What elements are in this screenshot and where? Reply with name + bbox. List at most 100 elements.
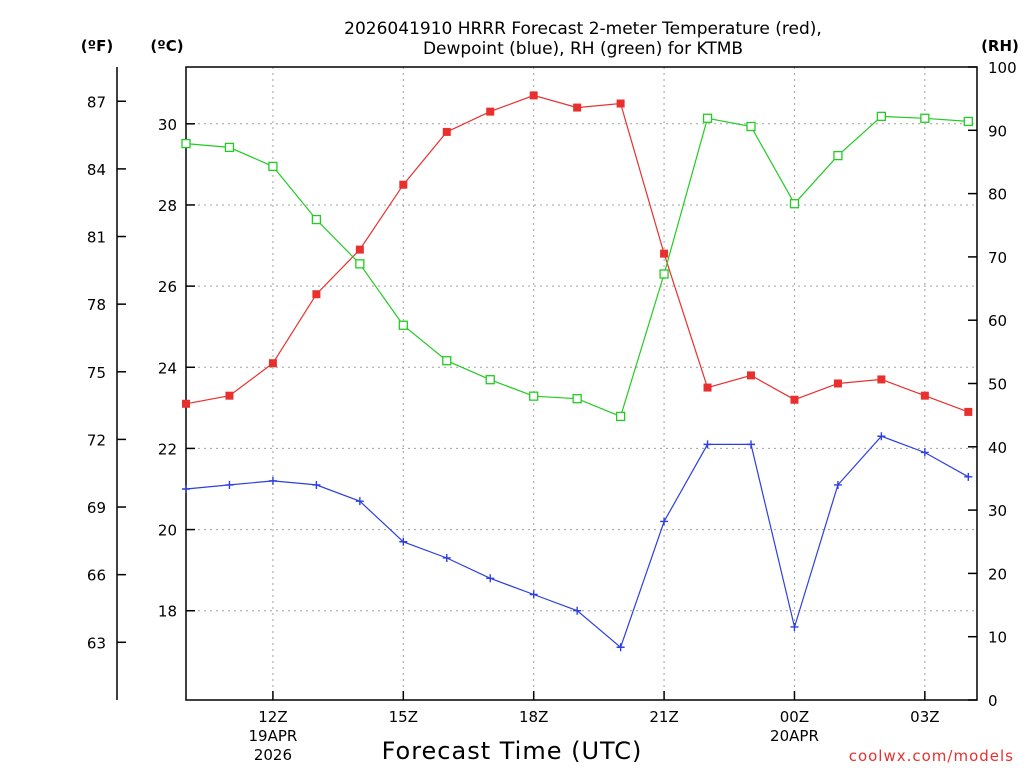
rh-point — [224, 142, 235, 153]
dewpoint-point — [747, 440, 755, 449]
temperature-line — [185, 94, 969, 413]
celsius-tick-label: 22 — [158, 440, 177, 458]
temperature-point — [225, 391, 234, 400]
x-tick-date-label: 20APR — [770, 727, 819, 745]
rh-tick-label: 20 — [988, 565, 1007, 583]
celsius-tick-label: 30 — [158, 116, 177, 134]
temperature-point — [660, 249, 669, 258]
temperature-point — [833, 379, 842, 388]
rh-tick-label: 30 — [988, 502, 1007, 520]
rh-point — [311, 214, 322, 225]
temperature-point — [920, 391, 929, 400]
rh-tick-label: 100 — [988, 59, 1017, 77]
celsius-tick-label: 24 — [158, 359, 177, 377]
x-tick-label: 18Z — [519, 708, 548, 726]
dewpoint-point — [660, 517, 669, 526]
dewpoint-point — [225, 480, 234, 489]
fahrenheit-tick-label: 81 — [87, 229, 106, 247]
temperature-point — [747, 371, 755, 380]
dewpoint-line — [185, 435, 969, 649]
rh-point — [268, 161, 278, 172]
rh-point — [398, 320, 408, 330]
rh-tick-label: 80 — [988, 186, 1007, 204]
rh-point — [355, 259, 365, 269]
fahrenheit-tick-label: 84 — [87, 161, 106, 179]
rh-unit-label: (RH) — [981, 37, 1019, 55]
chart-title-line-2: Dewpoint (blue), RH (green) for KTMB — [423, 39, 743, 59]
temperature-point — [182, 399, 190, 408]
celsius-tick-label: 28 — [158, 197, 177, 215]
rh-point — [963, 116, 973, 127]
fahrenheit-tick-label: 66 — [87, 567, 106, 585]
data-series — [181, 91, 973, 652]
rh-point — [529, 391, 539, 401]
dewpoint-point — [616, 643, 625, 652]
temperature-point — [399, 180, 408, 189]
dewpoint-point — [573, 606, 582, 615]
rh-tick-label: 0 — [988, 692, 998, 710]
temperature-point — [790, 395, 799, 404]
temperature-point — [703, 383, 712, 392]
temperature-point — [616, 99, 625, 108]
dewpoint-point — [529, 590, 538, 599]
rh-point — [876, 111, 887, 122]
axes: 18 20 22 24 26 28 30 63 66 69 72 75 78 81 84 87 0 10 20 30 4… — [87, 59, 1017, 764]
rh-point — [485, 375, 495, 385]
temperature-point — [355, 245, 364, 254]
dewpoint-point — [964, 472, 973, 481]
rh-tick-label: 40 — [988, 439, 1007, 457]
x-tick-year-label: 2026 — [254, 746, 292, 764]
dewpoint-point — [920, 448, 929, 457]
rh-point — [659, 269, 669, 279]
rh-tick-label: 70 — [988, 249, 1007, 267]
dewpoint-point — [268, 476, 277, 485]
grid-lines — [186, 67, 977, 700]
temperature-point — [312, 290, 321, 299]
rh-tick-label: 60 — [988, 312, 1007, 330]
fahrenheit-tick-label: 69 — [87, 499, 106, 517]
celsius-tick-label: 26 — [158, 278, 177, 296]
temperature-point — [573, 103, 582, 112]
fahrenheit-tick-label: 63 — [87, 634, 106, 652]
rh-point — [920, 113, 930, 123]
rh-point — [615, 411, 626, 422]
dewpoint-point — [182, 485, 190, 493]
dewpoint-point — [399, 537, 408, 546]
celsius-tick-label: 18 — [158, 603, 177, 621]
temperature-point — [268, 359, 277, 368]
fahrenheit-unit-label: (ºF) — [81, 37, 113, 55]
x-tick-label: 12Z — [258, 708, 287, 726]
rh-point — [789, 199, 800, 209]
temperature-point — [877, 375, 886, 384]
temperature-point — [486, 107, 495, 116]
rh-line — [185, 115, 969, 418]
chart-title-line-1: 2026041910 HRRR Forecast 2-meter Tempera… — [344, 19, 822, 39]
rh-point — [833, 150, 843, 161]
rh-tick-label: 50 — [988, 376, 1007, 394]
dewpoint-point — [703, 440, 712, 449]
x-tick-label: 15Z — [389, 708, 418, 726]
rh-point — [702, 113, 713, 123]
rh-point — [572, 394, 582, 404]
x-tick-label: 21Z — [649, 708, 678, 726]
credit-text: coolwx.com/models — [849, 747, 1014, 765]
x-tick-date-label: 19APR — [249, 727, 298, 745]
plot-frame — [185, 66, 978, 701]
celsius-unit-label: (ºC) — [150, 37, 183, 55]
temperature-point — [442, 127, 451, 136]
x-tick-label: 00Z — [780, 708, 809, 726]
celsius-tick-label: 20 — [158, 522, 177, 540]
temperature-point — [529, 91, 538, 100]
series-group — [181, 91, 973, 652]
dewpoint-point — [486, 574, 495, 583]
x-axis-title: Forecast Time (UTC) — [382, 737, 643, 765]
fahrenheit-tick-label: 78 — [87, 296, 106, 314]
dewpoint-point — [877, 432, 886, 441]
temperature-point — [964, 407, 973, 416]
fahrenheit-tick-label: 87 — [87, 93, 106, 111]
dewpoint-point — [833, 480, 842, 489]
rh-point — [746, 121, 756, 132]
rh-point — [442, 356, 452, 366]
rh-tick-label: 90 — [988, 122, 1007, 140]
